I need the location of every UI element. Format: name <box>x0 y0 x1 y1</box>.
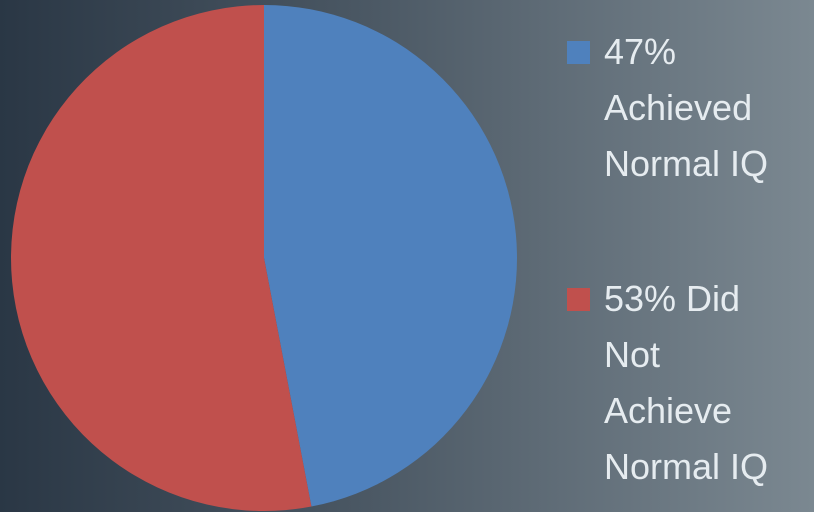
pie-slice <box>11 5 312 511</box>
legend-label: 47% Achieved Normal IQ <box>604 31 769 184</box>
legend-swatch <box>567 41 590 64</box>
pie-slice <box>264 5 518 507</box>
legend-swatch <box>567 288 590 311</box>
legend-label: 53% Did Not Achieve Normal IQ <box>604 278 769 487</box>
